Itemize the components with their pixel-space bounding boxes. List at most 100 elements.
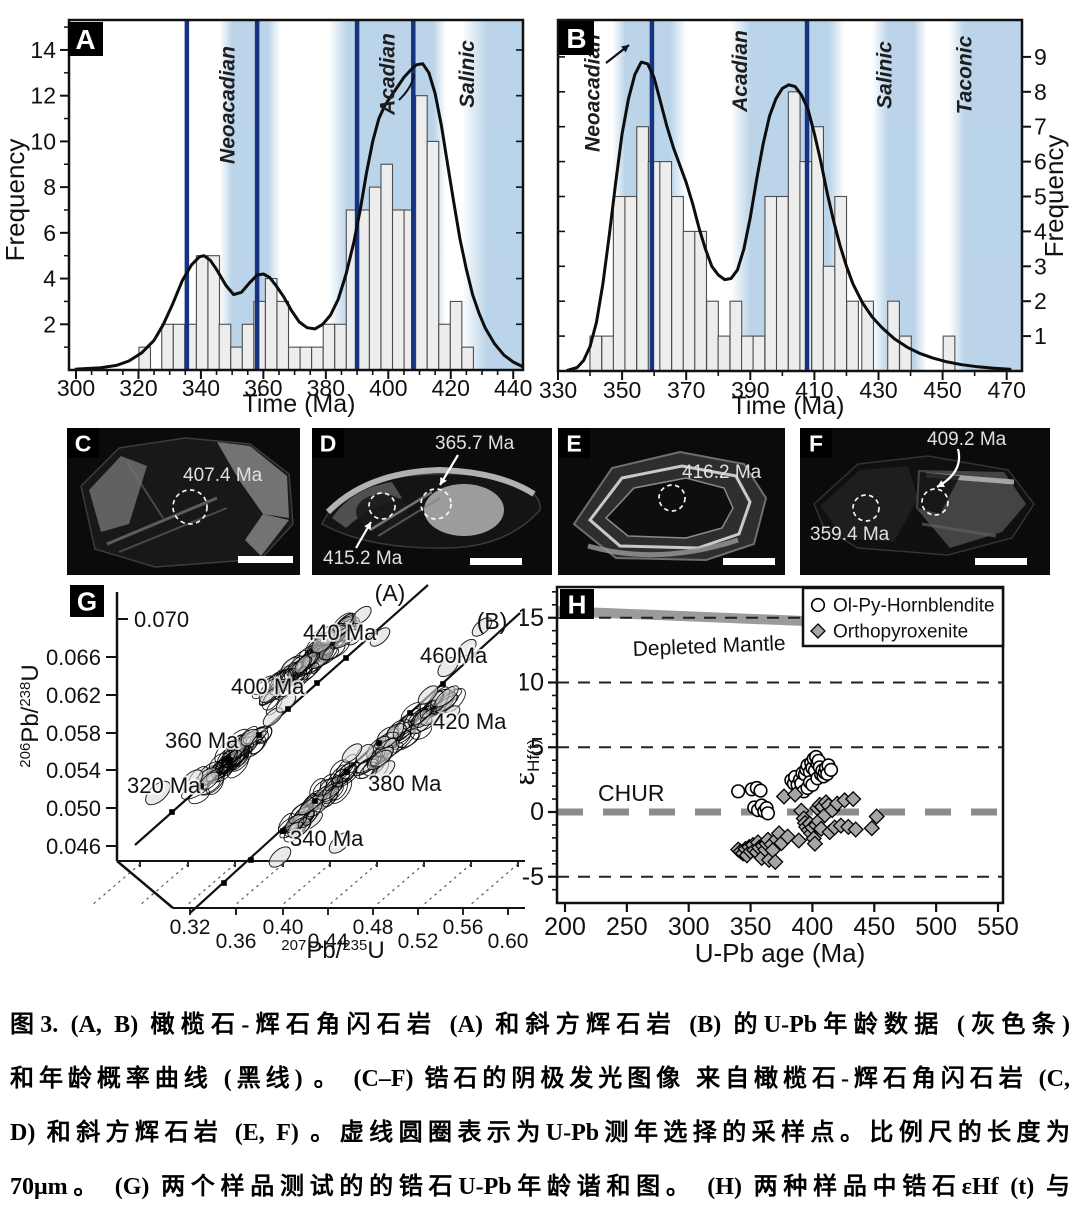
orogeny-band-label: Neoacadian <box>582 34 605 152</box>
plot-frame <box>67 18 525 372</box>
y-axis-tick-label: 2 <box>43 311 56 337</box>
histogram-bar <box>276 300 290 371</box>
iso-sup: 207 <box>281 937 306 954</box>
histogram-bar <box>461 346 474 371</box>
x-axis-tick-label: 370 <box>667 377 705 403</box>
concordia-age-label: 460Ma <box>420 643 488 668</box>
iso-sup: 235 <box>342 937 367 954</box>
scale-bar <box>975 558 1027 565</box>
zircon-bright-patch <box>89 456 147 532</box>
histogram-bar <box>717 335 731 372</box>
panel-letter: G <box>77 586 97 616</box>
concordia-age-marker <box>169 809 175 815</box>
zircon-fracture-streak <box>377 497 441 537</box>
orogeny-band-label: Salinic <box>873 41 896 109</box>
x-axis-tick-label: 380 <box>307 375 345 401</box>
iso-main: Pb/ <box>17 706 44 742</box>
panel-c-cl-image: C 407.4 Ma <box>67 428 300 575</box>
zircon-bright-rim <box>587 464 752 550</box>
label-leader-line <box>398 73 415 101</box>
iso-sup: 206 <box>17 743 34 768</box>
x-axis-tick-label: 450 <box>923 377 961 403</box>
y-axis-tick-label: 8 <box>1034 79 1047 105</box>
analysis-spot-circle <box>172 489 208 525</box>
caption-line-3: D) 和斜方辉石岩 (E, F) 。虚线圆圈表示为U-Pb测年选择的采样点。比例… <box>10 1120 1070 1146</box>
panel-letter-chip <box>800 428 832 458</box>
concordia-age-label: 360 Ma <box>165 728 239 753</box>
y-axis-tick-label: 15 <box>520 604 544 632</box>
error-ellipse-outlier <box>328 832 352 854</box>
y-axis-tick-label: 12 <box>30 83 56 109</box>
panel-letter-chip <box>560 589 594 619</box>
data-point-circle <box>823 762 839 778</box>
x-axis-tick-label: 410 <box>795 377 833 403</box>
orogeny-band <box>461 20 523 370</box>
probability-curve <box>74 62 525 371</box>
data-point-diamond <box>790 832 808 849</box>
histogram-bar <box>380 163 394 371</box>
histogram-bar <box>694 230 708 372</box>
x-axis-tick-label: 440 <box>494 375 532 401</box>
g-x-tick-label: 0.52 <box>398 930 439 953</box>
g-x-tick-label: 0.56 <box>443 916 484 939</box>
error-ellipse-outlier <box>439 705 461 725</box>
x-axis-tick-label: 550 <box>977 913 1019 941</box>
histogram-bar <box>287 346 301 371</box>
x-axis-title: Time (Ma) <box>732 392 845 420</box>
concordia-age-marker <box>440 681 446 687</box>
zircon-dark-wedge <box>918 472 960 514</box>
concordia-line-tag: (A) <box>375 580 406 606</box>
error-ellipse <box>331 763 356 785</box>
y-axis-title: Frequency <box>1039 135 1069 258</box>
chur-label: CHUR <box>598 780 664 806</box>
panel-g-concordia-diagram: 0.0700.0660.0620.0580.0540.0500.0460.320… <box>17 580 528 964</box>
error-ellipse-outlier <box>341 743 363 763</box>
concordia-age-marker <box>285 706 291 712</box>
panel-letter-chip <box>559 21 594 55</box>
zircon-fracture-streak <box>921 522 997 538</box>
histogram-bar <box>942 335 956 372</box>
zircon-fracture-streak <box>106 496 218 546</box>
plot-frame <box>555 585 1005 905</box>
error-ellipse <box>317 781 344 801</box>
histogram-bar <box>218 323 232 371</box>
y-axis-tick-label: -5 <box>522 863 544 891</box>
data-point-diamond <box>863 819 881 837</box>
error-ellipse <box>297 810 318 829</box>
error-ellipse-outlier <box>180 769 204 791</box>
y-axis-tick-label: 6 <box>1034 149 1047 175</box>
x-axis-tick-label: 330 <box>540 377 577 403</box>
panel-e-cl-image: E 416.2 Ma <box>558 428 785 575</box>
analysis-spot-circle <box>420 488 452 520</box>
zircon-bright-rim <box>587 537 739 558</box>
concordia-age-marker <box>221 880 227 886</box>
analysis-spot-circle <box>368 492 396 520</box>
x-axis-tick-label: 430 <box>859 377 897 403</box>
error-ellipse <box>249 730 269 755</box>
x-axis-tick-label: 250 <box>606 913 648 941</box>
panel-letter: F <box>809 430 823 456</box>
histogram-bar <box>822 265 836 372</box>
g-x-tick-label: 0.36 <box>216 930 257 953</box>
histogram-bar <box>161 323 174 371</box>
error-ellipse-outlier <box>311 632 333 654</box>
error-ellipse-outlier <box>437 656 459 678</box>
histogram-bar <box>195 255 209 371</box>
depleted-mantle-label: Depleted Mantle <box>632 632 786 661</box>
error-ellipse <box>312 779 335 797</box>
histogram-bar <box>438 323 451 371</box>
concordia-age-label: 420 Ma <box>433 709 507 734</box>
y-axis-tick-label: 2 <box>1034 288 1047 314</box>
analysis-spot-circle <box>921 488 949 516</box>
panel-letter: D <box>320 430 337 456</box>
age-annotation-text: 365.7 Ma <box>435 433 515 454</box>
g-y-axis-title: 206Pb/238U <box>17 664 44 767</box>
x-axis-tick-label: 200 <box>544 913 586 941</box>
zircon-dark-core <box>820 466 918 542</box>
concordia-age-marker <box>198 783 204 789</box>
y-axis-title: Frequency <box>0 139 30 262</box>
scale-bar <box>238 556 293 563</box>
y-axis-tick-label: 0 <box>530 798 544 826</box>
y-axis-tick-label: 4 <box>1034 218 1047 244</box>
age-annotation-text: 407.4 Ma <box>183 465 263 486</box>
